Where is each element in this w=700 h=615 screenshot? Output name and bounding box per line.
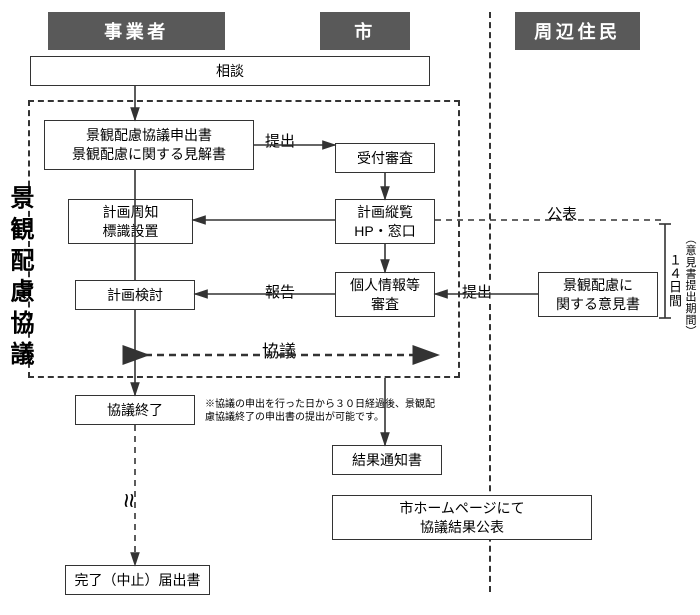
period-paren-label: （意見書提出期間） [682, 233, 698, 337]
node-label: 計画検討 [107, 286, 163, 305]
col-header-label: 市 [354, 18, 376, 44]
node-plan-review: 計画検討 [75, 280, 195, 310]
node-line: 計画縦覧 [357, 203, 413, 222]
note-text: ※協議の申出を行った日から３０日経過後、景観配慮協議終了の申出書の提出が可能です… [205, 399, 435, 423]
node-plan-display: 計画縦覧 HP・窓口 [335, 199, 435, 244]
node-application: 景観配慮協議申出書 景観配慮に関する見解書 [44, 120, 254, 170]
node-line: 市ホームページにて [399, 499, 524, 518]
col-header-city: 市 [320, 12, 410, 50]
node-line: 景観配慮に関する見解書 [72, 145, 226, 164]
node-label: 結果通知書 [352, 451, 422, 470]
node-done: 完了（中止）届出書 [65, 565, 210, 595]
node-line: 計画周知 [103, 203, 159, 222]
col-header-label: 事業者 [104, 18, 169, 44]
edge-label-submit2: 提出 [460, 281, 494, 302]
node-notice: 結果通知書 [332, 445, 442, 475]
node-line: 協議結果公表 [420, 518, 504, 537]
node-line: 関する意見書 [556, 295, 640, 314]
node-line: 個人情報等 [350, 276, 420, 295]
node-publicize: 計画周知 標識設置 [68, 199, 193, 244]
col-header-resident: 周辺住民 [515, 12, 640, 50]
node-end: 協議終了 [75, 395, 195, 425]
break-symbol: ≈ [114, 493, 145, 507]
node-line: HP・窓口 [354, 222, 415, 241]
node-consult: 相談 [30, 56, 430, 86]
node-label: 完了（中止）届出書 [75, 571, 201, 590]
node-label: 相談 [216, 62, 244, 81]
node-publish-result: 市ホームページにて 協議結果公表 [332, 495, 592, 540]
edge-label-publish: 公表 [545, 203, 579, 224]
edge-label-discuss: 協議 [260, 337, 298, 362]
node-line: 景観配慮に [563, 276, 633, 295]
vertical-title: 景観配慮協議 [2, 185, 37, 372]
edge-label-submit1: 提出 [263, 130, 297, 151]
node-label: 協議終了 [107, 401, 163, 420]
edge-label-report: 報告 [263, 281, 297, 302]
node-opinion: 景観配慮に 関する意見書 [538, 272, 658, 317]
end-note: ※協議の申出を行った日から３０日経過後、景観配慮協議終了の申出書の提出が可能です… [205, 398, 435, 424]
node-label: 受付審査 [357, 149, 413, 168]
col-header-label: 周辺住民 [534, 18, 620, 44]
node-line: 審査 [371, 295, 399, 314]
node-line: 標識設置 [103, 222, 159, 241]
col-header-operator: 事業者 [48, 12, 225, 50]
node-pi-review: 個人情報等 審査 [335, 272, 435, 317]
node-receipt: 受付審査 [335, 143, 435, 173]
node-line: 景観配慮協議申出書 [86, 126, 212, 145]
